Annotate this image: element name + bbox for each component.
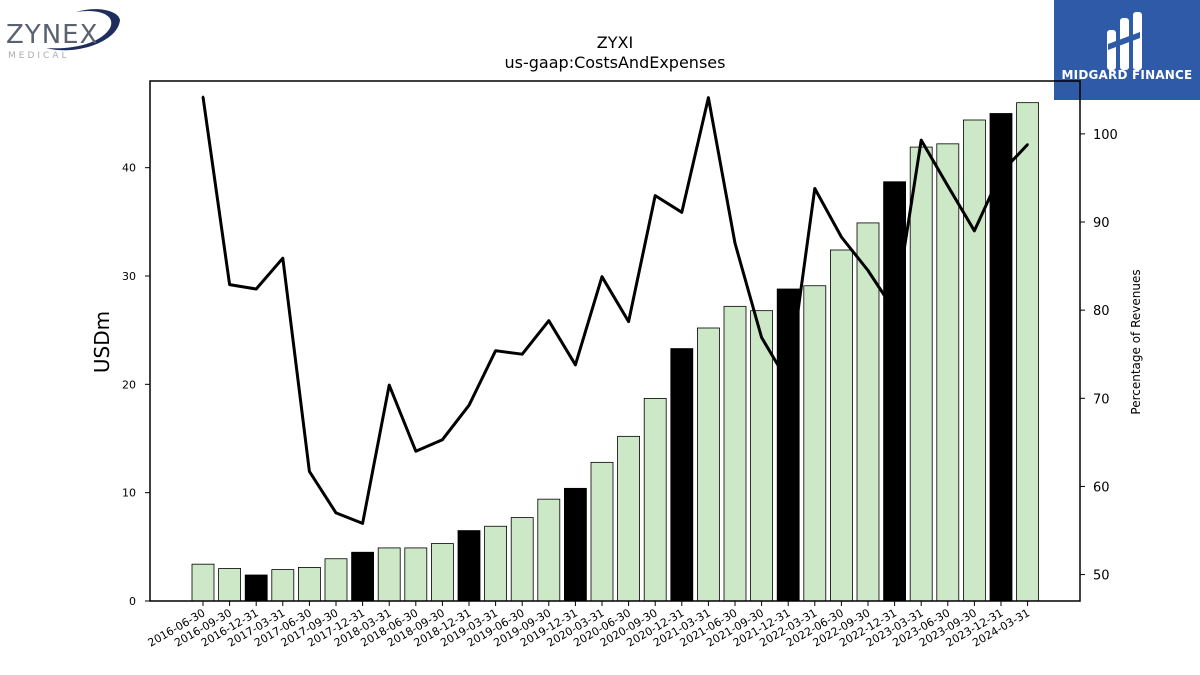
bar-2019-12-31 (564, 487, 587, 602)
percentage-line (201, 96, 1029, 525)
line-point-2017-09-30 (334, 511, 338, 515)
y2-tick-label: 80 (1093, 304, 1110, 319)
bar-2021-03-31 (697, 327, 720, 602)
line-point-2022-03-31 (813, 187, 816, 190)
bar-2016-06-30 (191, 563, 215, 602)
bar-2017-06-30 (297, 567, 321, 602)
y2-tick-label: 90 (1093, 216, 1110, 231)
line-point-2021-03-31 (707, 96, 710, 99)
logo-swoosh-icon (46, 9, 120, 51)
bar-2020-09-30 (643, 398, 667, 602)
y-tick-label: 20 (122, 378, 136, 391)
line-point-2022-09-30 (866, 269, 870, 272)
y-tick-label: 0 (129, 595, 136, 608)
bar-2019-03-31 (484, 525, 508, 602)
bar-2023-09-30 (963, 119, 986, 602)
line-point-2023-12-31 (999, 171, 1003, 174)
bar-2016-12-31 (244, 574, 268, 602)
line-point-2021-12-31 (787, 381, 790, 384)
plot-frame (149, 80, 1081, 602)
bar-series (191, 102, 1039, 602)
bar-2018-09-30 (430, 543, 454, 602)
line-point-2022-12-31 (893, 309, 896, 313)
bar-2018-03-31 (377, 547, 401, 602)
bar-2018-12-31 (457, 530, 481, 602)
y-tick-label: 40 (122, 162, 136, 175)
line-point-2023-03-31 (920, 138, 923, 142)
midgard-finance-logo: MIDGARD FINANCE (1054, 0, 1200, 100)
line-point-2023-06-30 (946, 184, 949, 188)
line-point-2018-06-30 (414, 449, 417, 453)
bar-2018-06-30 (404, 547, 428, 602)
y-tick-label: 30 (122, 270, 136, 283)
bar-2020-12-31 (670, 348, 694, 602)
bar-2024-03-31 (1016, 102, 1039, 602)
bar-2021-09-30 (750, 310, 773, 602)
bar-2022-06-30 (830, 249, 853, 602)
line-point-2019-03-31 (494, 349, 497, 352)
line-point-2022-06-30 (840, 235, 843, 239)
bar-2023-03-31 (909, 146, 933, 602)
y2-tick-label: 100 (1093, 128, 1118, 143)
line-point-2019-09-30 (547, 319, 550, 322)
bar-2017-12-31 (351, 551, 375, 602)
line-point-2020-09-30 (654, 194, 657, 197)
bar-2022-03-31 (803, 285, 827, 602)
line-point-2021-09-30 (760, 336, 763, 339)
line-point-2024-03-31 (1026, 143, 1029, 146)
bar-2017-09-30 (324, 558, 348, 602)
y2-tick-label: 50 (1093, 569, 1110, 584)
y-tick-label: 10 (122, 487, 136, 500)
chart-subtitle: us-gaap:CostsAndExpenses (505, 53, 726, 72)
bar-2020-06-30 (617, 435, 640, 602)
line-point-2019-06-30 (521, 353, 524, 356)
bar-2019-06-30 (510, 517, 534, 602)
logo-subtitle: MEDICAL (8, 51, 70, 61)
bar-2017-03-31 (271, 569, 295, 602)
line-point-2017-06-30 (308, 470, 311, 473)
line-point-2016-12-31 (255, 287, 258, 291)
line-point-2016-09-30 (228, 283, 231, 286)
line-point-2018-03-31 (388, 383, 391, 387)
y2-tick-label: 60 (1093, 480, 1110, 495)
line-point-2020-06-30 (627, 320, 630, 323)
line-point-2017-12-31 (361, 522, 364, 525)
line-series (201, 95, 1029, 525)
bar-2021-06-30 (723, 305, 747, 602)
line-point-2020-03-31 (600, 275, 604, 278)
logo-name: MIDGARD FINANCE (1061, 68, 1193, 82)
line-point-2016-06-30 (201, 95, 205, 99)
y2-tick-label: 70 (1093, 392, 1110, 407)
line-point-2017-03-31 (281, 256, 284, 260)
bar-2016-09-30 (218, 568, 242, 602)
bar-2020-03-31 (590, 461, 614, 602)
line-point-2019-12-31 (574, 363, 577, 366)
midgard-emblem-icon (1107, 12, 1142, 70)
chart-title: ZYXI (597, 33, 633, 52)
y2-axis-label: Percentage of Revenues (1129, 269, 1143, 414)
line-point-2018-12-31 (467, 404, 471, 407)
line-point-2023-09-30 (973, 229, 976, 233)
logo-name: ZYNEX (6, 20, 99, 50)
line-point-2020-12-31 (680, 211, 683, 214)
line-point-2021-06-30 (733, 241, 737, 245)
y-axis-label: USDm (90, 311, 114, 373)
bar-2022-12-31 (883, 181, 906, 602)
zynex-medical-logo: ZYNEX MEDICAL (6, 4, 126, 61)
bar-2019-09-30 (537, 498, 561, 602)
bar-2023-06-30 (936, 143, 960, 602)
line-point-2018-09-30 (441, 438, 444, 441)
